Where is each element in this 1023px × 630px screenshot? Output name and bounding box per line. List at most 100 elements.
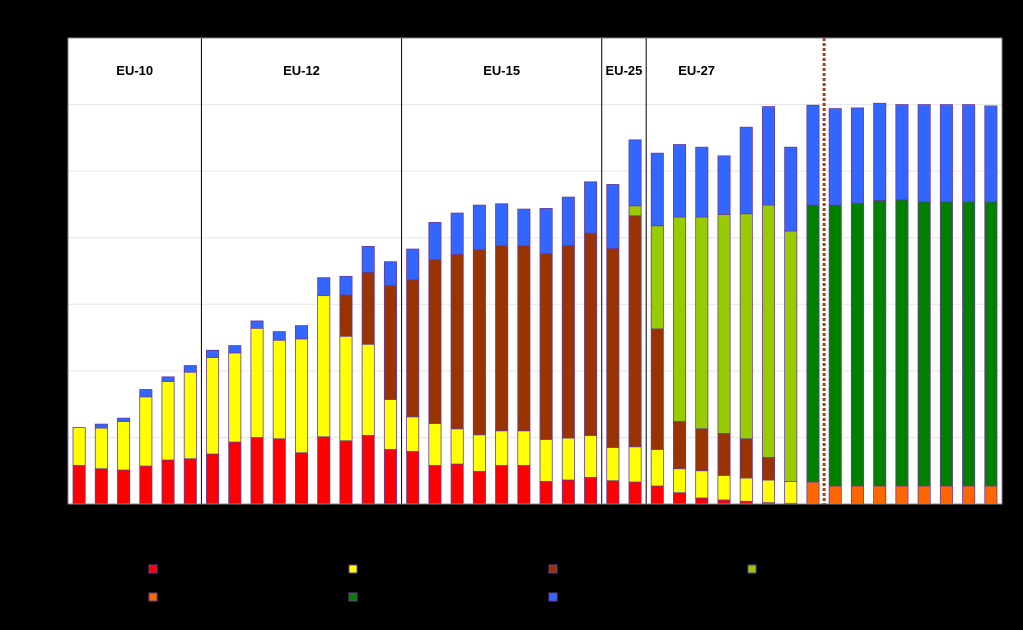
bar-segment: [673, 144, 687, 218]
bar-segment: [917, 104, 931, 203]
bar-segment: [450, 428, 464, 465]
period-label: EU-27: [678, 63, 715, 78]
bar-segment: [784, 230, 798, 482]
bar-segment: [850, 107, 864, 204]
bar-segment: [272, 339, 286, 440]
bar-segment: [650, 225, 664, 330]
bar-segment: [806, 481, 820, 505]
legend-swatch: [148, 564, 158, 574]
bar-segment: [739, 438, 753, 479]
bar-segment: [183, 371, 197, 460]
bar-segment: [161, 459, 175, 505]
bar-segment: [450, 212, 464, 255]
bar-segment: [206, 357, 220, 455]
bar-segment: [584, 476, 598, 505]
bar-segment: [495, 245, 509, 432]
bars: [72, 102, 998, 505]
bar-segment: [628, 481, 642, 505]
bar-segment: [495, 464, 509, 505]
bar-segment: [94, 423, 108, 429]
bar-segment: [984, 485, 998, 505]
legend-swatch: [348, 592, 358, 602]
bar-segment: [628, 139, 642, 207]
bar-segment: [339, 275, 353, 296]
bar-segment: [584, 232, 598, 436]
bar-segment: [962, 104, 976, 203]
bar-segment: [650, 152, 664, 227]
bar-segment: [517, 464, 531, 505]
bar-segment: [673, 468, 687, 494]
bar-segment: [539, 253, 553, 440]
period-label: EU-10: [116, 63, 153, 78]
bar-segment: [628, 205, 642, 217]
bar-segment: [717, 155, 731, 215]
bar-segment: [984, 105, 998, 203]
bar-segment: [472, 434, 486, 472]
bar-segment: [383, 261, 397, 287]
bar-segment: [206, 349, 220, 358]
bar-segment: [317, 295, 331, 438]
period-dividers: [200, 38, 647, 504]
bar-segment: [139, 465, 153, 505]
bar-segment: [117, 417, 131, 422]
legend-swatch: [148, 592, 158, 602]
bar-segment: [873, 485, 887, 505]
bar-segment: [561, 437, 575, 481]
bar-segment: [361, 343, 375, 436]
bar-segment: [139, 396, 153, 467]
bar-segment: [828, 204, 842, 487]
bar-segment: [406, 248, 420, 281]
bar-segment: [717, 499, 731, 505]
bar-segment: [228, 345, 242, 354]
bar-segment: [717, 433, 731, 476]
bar-segment: [695, 428, 709, 472]
bar-segment: [962, 485, 976, 505]
bar-segment: [361, 245, 375, 273]
bar-segment: [294, 452, 309, 505]
bar-segment: [784, 146, 798, 232]
bar-segment: [873, 200, 887, 487]
bar-segment: [695, 216, 709, 430]
period-labels: EU-10 EU-12 EU-15 EU-25 EU-27: [116, 63, 715, 78]
period-label: EU-15: [483, 63, 520, 78]
plot-area: [68, 38, 1002, 504]
bar-segment: [761, 204, 776, 458]
legend-swatch: [348, 564, 358, 574]
bar-segment: [695, 470, 709, 499]
bar-segment: [761, 456, 776, 481]
bar-segment: [450, 463, 464, 505]
bar-segment: [228, 441, 242, 505]
bar-segment: [406, 279, 420, 418]
bar-segment: [628, 215, 642, 448]
bar-segment: [228, 352, 242, 443]
bar-segment: [939, 485, 953, 505]
bar-segment: [317, 277, 331, 297]
bar-segment: [761, 479, 776, 504]
bar-segment: [784, 480, 798, 504]
bar-segment: [294, 325, 309, 340]
bar-segment: [383, 399, 397, 450]
bar-segment: [628, 446, 642, 483]
bar-segment: [739, 477, 753, 502]
bar-segment: [606, 480, 620, 505]
period-label: EU-25: [606, 63, 643, 78]
legend-swatch: [548, 592, 558, 602]
bar-segment: [161, 376, 175, 382]
bar-segment: [584, 181, 598, 234]
bar-segment: [450, 253, 464, 430]
gridlines: [68, 104, 1002, 438]
bar-segment: [139, 389, 153, 398]
bar-segment: [650, 328, 664, 450]
bar-segment: [495, 203, 509, 247]
bar-segment: [472, 470, 486, 505]
bar-segment: [317, 436, 331, 505]
bar-segment: [939, 104, 953, 203]
bar-segment: [294, 338, 309, 454]
bar-segment: [428, 259, 442, 424]
bar-segment: [428, 222, 442, 261]
bar-segment: [161, 381, 175, 461]
bar-segment: [673, 216, 687, 422]
bar-segment: [984, 201, 998, 487]
bar-segment: [72, 464, 86, 505]
bar-segment: [472, 204, 486, 251]
